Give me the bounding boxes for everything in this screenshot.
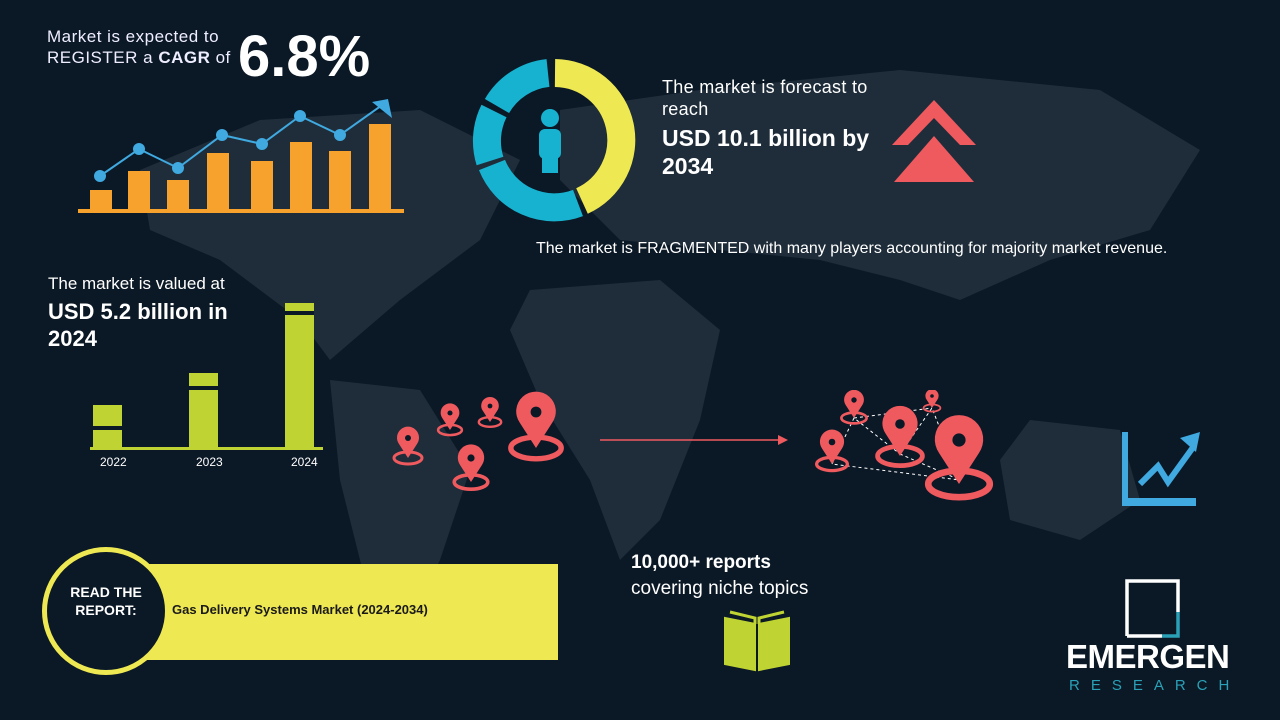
- read-report-circle: [42, 547, 170, 675]
- report-title-link[interactable]: Gas Delivery Systems Market (2024-2034): [172, 602, 428, 617]
- person-icon: [539, 109, 561, 173]
- emergen-logo-mark: [1125, 579, 1180, 638]
- year-label: 2024: [291, 455, 318, 469]
- reports-text: 10,000+ reports covering niche topics: [631, 550, 808, 602]
- bar-2023: [189, 373, 218, 449]
- bar: [290, 142, 312, 210]
- book-icon: [724, 610, 790, 672]
- location-pin-icon: [511, 392, 561, 459]
- read-report-banner[interactable]: [130, 564, 558, 660]
- reports-line1: 10,000+ reports: [631, 552, 771, 573]
- year-label: 2022: [100, 455, 127, 469]
- logo-wordmark: EMERGEN: [1066, 638, 1230, 675]
- location-pin-icon: [928, 415, 990, 497]
- logo-subtitle: RESEARCH: [1069, 677, 1241, 694]
- cagr-line2-pre: REGISTER a: [47, 48, 159, 67]
- bar: [369, 124, 391, 210]
- valued-value: USD 5.2 billion in 2024: [48, 299, 228, 351]
- read-report-label: READ THE REPORT:: [70, 584, 142, 618]
- location-pin-icon: [814, 427, 850, 473]
- value-bar-graphic: [90, 303, 323, 450]
- location-pin-icon: [878, 406, 923, 466]
- forecast-label: The market is forecast to reach: [662, 77, 868, 119]
- bar: [128, 171, 150, 210]
- location-pin-icon: [452, 442, 490, 492]
- bar: [207, 153, 229, 210]
- bar: [90, 190, 112, 210]
- location-pin-icon: [477, 395, 503, 428]
- bar: [329, 151, 351, 210]
- arrow-right-icon: [778, 435, 788, 445]
- growth-chart-icon: [1122, 432, 1200, 506]
- cagr-line1: Market is expected to: [47, 27, 220, 46]
- cagr-line2-post: of: [210, 48, 231, 67]
- cagr-value: 6.8%: [238, 24, 371, 89]
- cagr-line2: REGISTER a CAGR of: [47, 47, 231, 68]
- forecast-value: USD 10.1 billion by 2034: [662, 125, 870, 179]
- donut-person-graphic: [472, 59, 636, 222]
- valued-label: The market is valued at: [48, 274, 225, 293]
- location-pin-icon: [436, 402, 464, 437]
- fragmented-text: The market is FRAGMENTED with many playe…: [536, 240, 1168, 257]
- arrow-head-icon: [372, 99, 392, 118]
- year-label: 2023: [196, 455, 223, 469]
- bar: [251, 161, 273, 210]
- cagr-line2-bold: CAGR: [158, 48, 211, 67]
- double-chevron-up-icon: [892, 100, 976, 182]
- bar: [167, 180, 189, 210]
- growth-bar-line-graphic: [78, 99, 404, 213]
- location-pin-icon: [392, 425, 424, 466]
- cagr-label: Market is expected to REGISTER a CAGR of: [47, 26, 231, 68]
- reports-line2: covering niche topics: [631, 578, 809, 599]
- location-pins-graphic: [392, 390, 1020, 505]
- bar-2024: [285, 303, 314, 449]
